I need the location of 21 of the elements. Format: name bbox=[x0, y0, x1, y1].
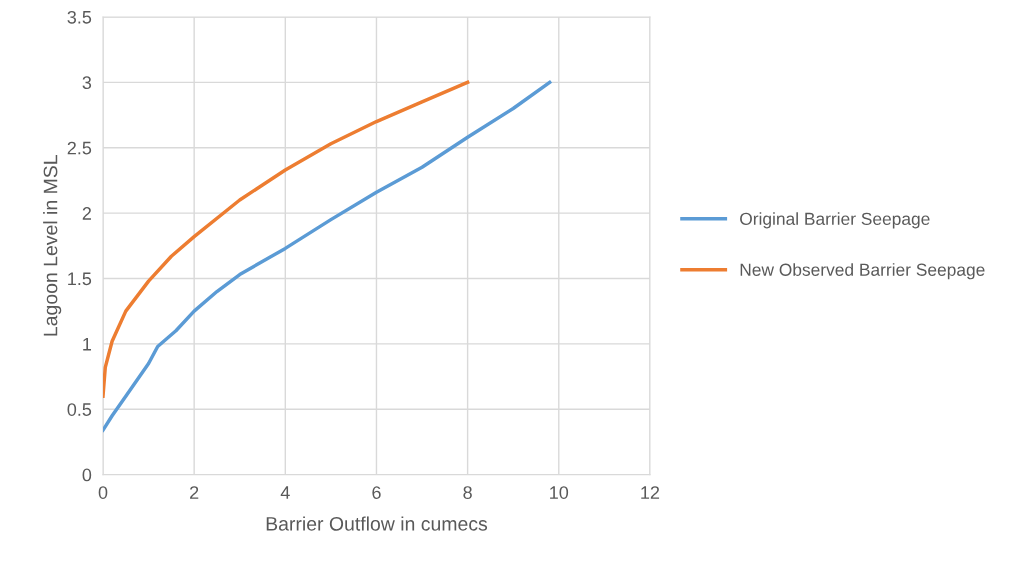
x-tick-label: 8 bbox=[463, 486, 472, 499]
x-tick-label: 0 bbox=[98, 486, 108, 499]
y-tick-label: 0.5 bbox=[67, 403, 92, 416]
x-tick-label: 10 bbox=[550, 486, 569, 499]
y-tick-label: 2.5 bbox=[67, 141, 92, 155]
x-tick-label: 12 bbox=[641, 486, 660, 499]
y-tick-label: 0 bbox=[82, 468, 92, 482]
y-tick-label: 2 bbox=[82, 207, 91, 220]
x-axis-title: Barrier Outflow in cumecs bbox=[266, 516, 488, 531]
line-series bbox=[103, 80, 552, 432]
y-tick-label: 1 bbox=[83, 337, 92, 351]
x-tick-label: 4 bbox=[280, 486, 290, 499]
x-tick-label: 2 bbox=[190, 486, 199, 499]
line-series bbox=[103, 80, 470, 398]
y-tick-label: 1.5 bbox=[68, 272, 92, 286]
y-tick-label: 3 bbox=[82, 76, 92, 90]
x-tick-label: 6 bbox=[372, 486, 381, 499]
y-axis-title: Lagoon Level in MSL bbox=[43, 155, 62, 336]
legend-label: New Observed Barrier Seepage bbox=[740, 263, 985, 280]
y-tick-label: 3.5 bbox=[67, 10, 92, 24]
legend-label: Original Barrier Seepage bbox=[740, 212, 930, 229]
